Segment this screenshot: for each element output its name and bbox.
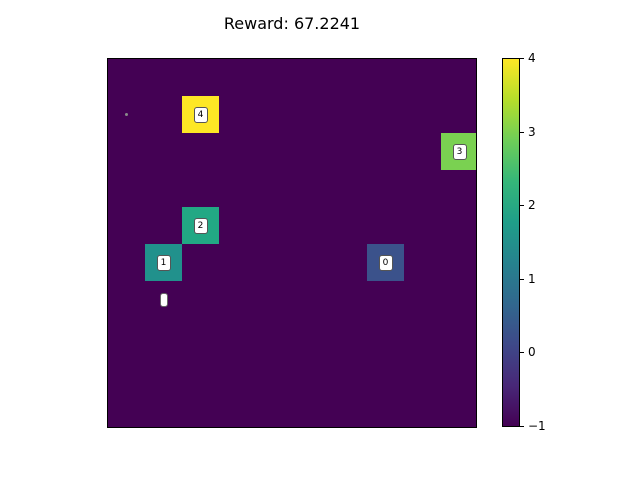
colorbar-tick	[520, 426, 524, 427]
colorbar-tick	[520, 205, 524, 207]
grid-cell-label: 1	[156, 254, 171, 271]
grid-cell-1: 1	[145, 244, 182, 281]
grid-cell-label: 2	[193, 217, 208, 234]
colorbar-tick-label: 0	[528, 345, 536, 360]
colorbar-tick	[520, 352, 524, 354]
colorbar-tick-label: −1	[528, 419, 546, 433]
colorbar-tick	[520, 278, 524, 280]
colorbar-tick-label: 1	[528, 271, 536, 286]
colorbar-tick	[520, 131, 524, 133]
grid-cell-2: 2	[182, 207, 219, 244]
agent-token	[159, 292, 168, 307]
reward-title: Reward: 67.2241	[223, 14, 361, 33]
colorbar-tick-label: 4	[528, 51, 536, 65]
colorbar-tick	[520, 58, 524, 59]
grid-cell-3: 3	[441, 133, 476, 170]
grid-marker-dot	[125, 113, 128, 116]
colorbar-tick-label: 2	[528, 198, 536, 213]
colorbar-gradient	[502, 58, 520, 427]
grid-world-board: 4 3 2 1 0	[107, 58, 477, 428]
grid-cell-4: 4	[182, 96, 219, 133]
grid-cell-0: 0	[367, 244, 404, 281]
colorbar-tick-label: 3	[528, 124, 536, 139]
grid-cell-label: 3	[452, 143, 467, 160]
grid-cell-label: 4	[193, 106, 208, 123]
grid-cell-label: 0	[378, 254, 393, 271]
